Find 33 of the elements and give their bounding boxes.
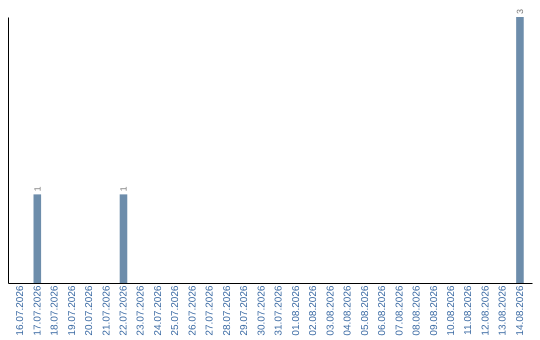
x-tick-label: 20.07.2026	[84, 285, 96, 336]
x-tick-label: 25.07.2026	[170, 285, 182, 336]
x-tick-label: 04.08.2026	[342, 285, 354, 336]
x-tick-label: 22.07.2026	[118, 285, 130, 336]
x-tick-label: 26.07.2026	[187, 285, 198, 336]
x-tick-label: 29.07.2026	[239, 285, 250, 336]
x-tick-label: 27.07.2026	[204, 285, 216, 336]
x-tick-label: 23.07.2026	[136, 285, 147, 336]
x-tick-label: 10.08.2026	[446, 285, 457, 336]
x-tick-label: 02.08.2026	[308, 285, 320, 336]
x-tick-label: 31.07.2026	[274, 285, 285, 336]
x-tick-label: 05.08.2026	[360, 285, 371, 336]
x-tick-label: 01.08.2026	[290, 285, 302, 336]
x-tick-label: 17.07.2026	[32, 285, 44, 336]
x-tick-label: 14.08.2026	[514, 285, 526, 336]
x-tick-label: 19.07.2026	[66, 285, 78, 336]
data-label: 1	[118, 186, 128, 192]
x-tick-label: 16.07.2026	[15, 285, 26, 336]
x-tick-label: 08.08.2026	[412, 285, 423, 336]
x-tick-label: 12.08.2026	[480, 285, 492, 336]
x-tick-label: 18.07.2026	[50, 285, 61, 336]
x-tick-label: 06.08.2026	[377, 285, 388, 336]
x-tick-label: 03.08.2026	[325, 285, 336, 336]
x-tick-label: 24.07.2026	[152, 285, 164, 336]
x-tick-label: 07.08.2026	[394, 285, 406, 336]
x-tick-label: 21.07.2026	[101, 285, 112, 336]
x-tick-label: 28.07.2026	[222, 285, 233, 336]
x-tick-label: 13.08.2026	[498, 285, 509, 336]
x-tick-label: 30.07.2026	[256, 285, 268, 336]
data-label: 1	[32, 186, 42, 192]
x-tick-label: 11.08.2026	[463, 285, 474, 335]
x-tick-label: 09.08.2026	[428, 285, 440, 336]
data-label: 3	[514, 8, 525, 14]
